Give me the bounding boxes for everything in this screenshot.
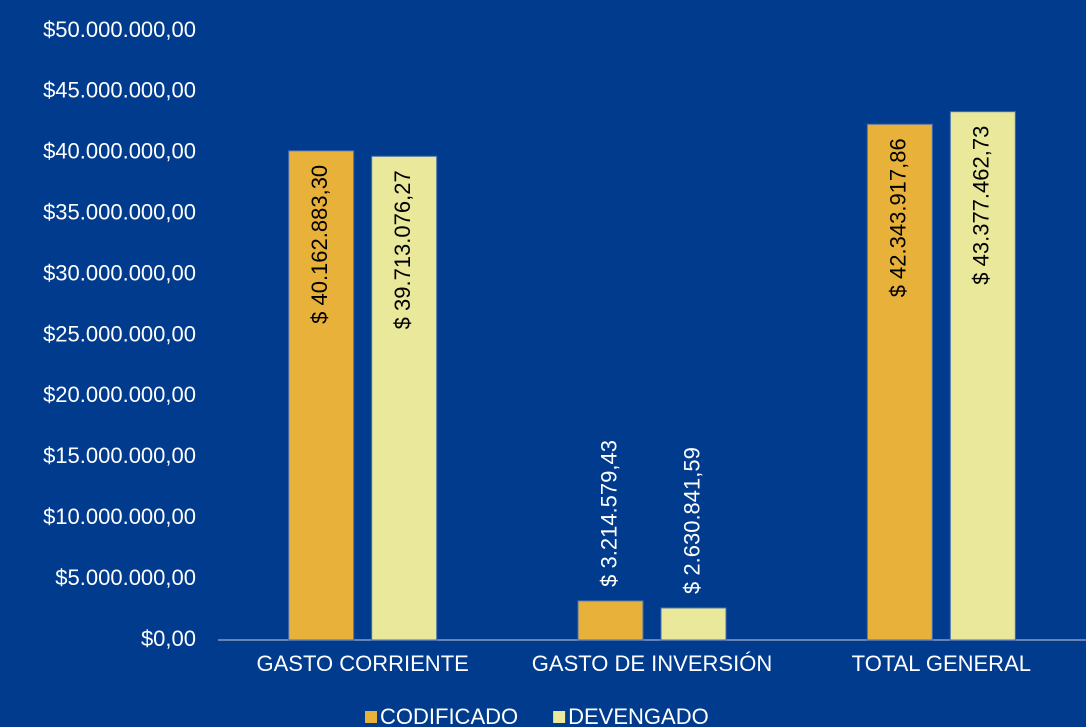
bar [949,111,1016,641]
bar [660,607,727,641]
bar [866,123,933,641]
y-tick-label: $25.000.000,00 [43,321,196,346]
y-tick-label: $35.000.000,00 [43,200,196,225]
data-label: $ 2.630.841,59 [679,447,704,594]
y-tick-label: $0,00 [141,626,196,651]
x-tick-label: GASTO DE INVERSIÓN [532,651,772,676]
x-tick-label: TOTAL GENERAL [852,651,1031,676]
legend-label: CODIFICADO [380,704,518,727]
legend-label: DEVENGADO [568,704,709,727]
data-label: $ 39.713.076,27 [390,170,415,329]
y-tick-label: $10.000.000,00 [43,504,196,529]
data-label: $ 3.214.579,43 [596,440,621,587]
y-tick-label: $20.000.000,00 [43,382,196,407]
bar [371,155,438,641]
y-tick-label: $5.000.000,00 [55,565,196,590]
bar [577,600,644,641]
y-tick-label: $40.000.000,00 [43,139,196,164]
data-label: $ 42.343.917,86 [886,138,911,297]
y-tick-label: $30.000.000,00 [43,260,196,285]
legend-swatch [553,711,566,723]
y-tick-label: $15.000.000,00 [43,443,196,468]
bar [288,150,355,641]
data-label: $ 43.377.462,73 [969,126,994,285]
legend-swatch [365,711,377,723]
data-label: $ 40.162.883,30 [307,165,332,324]
x-tick-label: GASTO CORRIENTE [257,651,469,676]
y-tick-label: $50.000.000,00 [43,17,196,42]
y-tick-label: $45.000.000,00 [43,78,196,103]
